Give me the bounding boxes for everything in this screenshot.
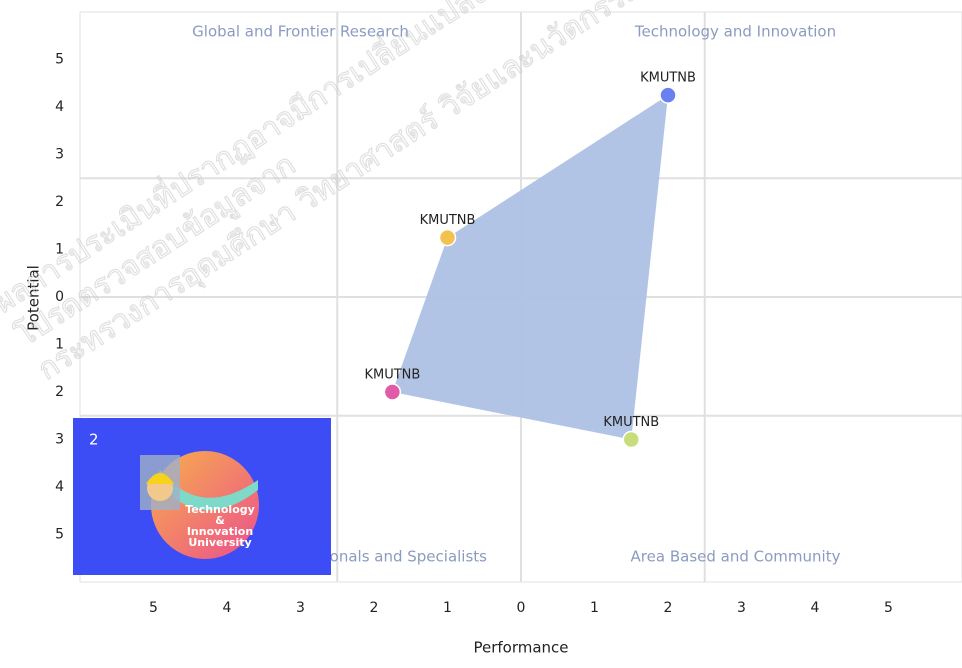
y-axis-title: Potential: [25, 265, 43, 331]
x-tick-label: 5: [884, 600, 893, 616]
y-tick-label: 3: [55, 432, 64, 448]
x-tick-label: 5: [149, 600, 158, 616]
y-tick-label: 2: [55, 194, 64, 210]
y-tick-label: 5: [55, 527, 64, 543]
x-axis-title: Performance: [473, 639, 568, 657]
x-tick-label: 1: [443, 600, 452, 616]
logo-swoosh: [156, 470, 258, 511]
quadrant-label: Global and Frontier Research: [192, 23, 409, 41]
point: [438, 228, 457, 247]
x-tick-label: 3: [737, 600, 746, 616]
point: [622, 430, 640, 449]
y-tick-label: 1: [55, 337, 64, 353]
y-tick-label: 3: [55, 147, 64, 163]
area: [392, 95, 668, 440]
x-tick-label: 3: [296, 600, 305, 616]
quadrant-label: Technology and Innovation: [634, 23, 836, 41]
logo-text: Technology: [185, 503, 255, 516]
watermark-text: ผลการประเมินที่ปรากฏอาจมีการเปลี่ยนแปลง: [0, 0, 493, 320]
y-tick-label: 1: [55, 242, 64, 258]
y-tick-label: 0: [55, 289, 64, 305]
logo-text: University: [188, 536, 251, 549]
y-tick-label: 4: [55, 479, 64, 495]
x-tick-label: 2: [370, 600, 379, 616]
y-tick-label: 4: [55, 99, 64, 115]
x-tick-label: 0: [517, 600, 526, 616]
quadrant-label: Area Based and Community: [631, 548, 841, 566]
point: [383, 383, 402, 401]
logo-text: &: [215, 514, 225, 527]
point-label: KMUTNB: [603, 415, 659, 430]
logo-text: Innovation: [187, 525, 253, 538]
x-tick-label: 2: [664, 600, 673, 616]
overlay-badge: 2: [89, 431, 99, 449]
x-tick-label: 4: [223, 600, 232, 616]
y-tick-label: 5: [55, 52, 64, 68]
x-tick-label: 4: [811, 600, 820, 616]
point: [659, 86, 677, 104]
x-tick-label: 1: [590, 600, 599, 616]
point-label: KMUTNB: [364, 368, 420, 383]
point-label: KMUTNB: [420, 213, 476, 228]
y-tick-label: 2: [55, 384, 64, 400]
point-label: KMUTNB: [640, 71, 696, 86]
logo-helmet: [146, 473, 174, 484]
